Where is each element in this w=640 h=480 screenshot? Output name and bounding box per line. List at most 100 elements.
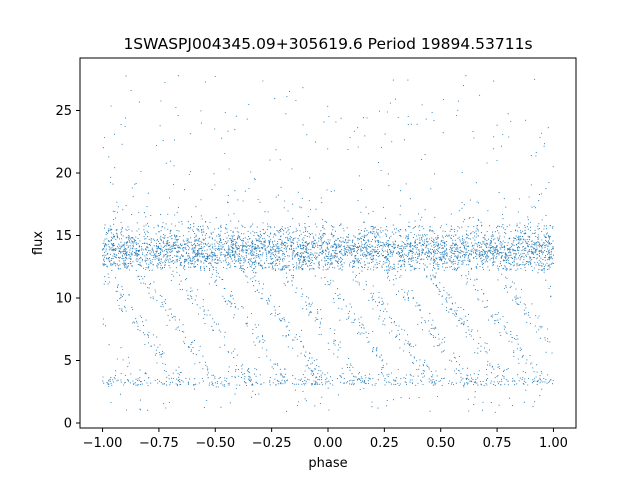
data-point [281,246,283,248]
data-point [268,240,270,242]
data-point [361,380,363,382]
data-point [270,232,272,234]
data-point [256,247,258,249]
data-point [137,384,139,386]
data-point [262,341,264,344]
data-point [258,236,260,238]
data-point [535,331,538,333]
data-point [253,261,256,263]
data-point [203,266,205,268]
data-point [391,268,393,271]
data-point [384,318,386,320]
data-point [504,326,506,328]
data-point [407,334,409,336]
data-point [349,246,351,249]
data-point [533,267,535,269]
data-point [322,266,324,268]
data-point [398,248,400,250]
data-point [136,254,138,256]
data-point [363,246,365,249]
data-point [360,229,362,231]
data-point [538,269,540,271]
data-point [331,232,333,234]
data-point [333,339,335,341]
data-point [406,256,408,258]
data-point [329,383,331,385]
data-point [191,297,193,300]
data-point [531,258,533,261]
data-point [194,251,196,253]
data-point [485,255,488,257]
data-point [374,251,376,253]
data-point [121,308,123,310]
data-point [113,237,115,239]
data-point [517,303,519,305]
data-point [401,328,403,330]
data-point [172,372,174,374]
data-point [304,384,306,386]
data-point [457,250,459,253]
data-point [546,233,548,235]
data-point [510,333,512,336]
data-point [243,240,245,242]
data-point [444,230,446,233]
data-point [371,239,374,241]
data-point [340,250,342,252]
data-point [437,249,439,251]
data-point [377,228,379,231]
data-point [390,372,393,374]
data-point [250,245,252,247]
data-point [456,247,458,249]
data-point [274,378,276,380]
data-point [476,246,479,248]
data-point [320,236,322,238]
data-point [431,249,433,251]
data-point [330,253,332,255]
data-point [501,255,503,257]
data-point [161,267,164,269]
data-point [502,375,504,377]
data-point [309,268,311,270]
data-point [228,382,230,384]
data-point [283,265,285,267]
data-point [153,256,155,258]
data-point [412,237,415,239]
data-point [487,243,489,245]
data-point [184,258,186,260]
data-point [449,266,451,268]
data-point [185,246,187,248]
data-point [522,246,524,248]
data-point [235,245,237,247]
data-point [248,368,250,370]
data-point [443,242,445,244]
data-point [365,250,367,252]
data-point [176,271,178,273]
data-point [152,250,154,252]
data-point [167,255,169,257]
data-point [223,248,225,250]
data-point [489,259,491,261]
data-point [210,232,212,234]
data-point [315,382,317,384]
data-point [164,363,166,365]
data-point [353,260,356,262]
data-point [194,363,196,365]
data-point [317,383,319,385]
data-point [502,268,504,270]
data-point [179,289,181,291]
data-point [359,388,361,391]
data-point [289,269,291,272]
data-point [142,249,144,251]
data-point [507,248,509,250]
data-point [256,256,258,258]
data-point [306,247,308,249]
data-point [244,376,246,378]
data-point [493,368,495,370]
data-point [245,249,248,252]
data-point [298,235,301,237]
data-point [103,382,105,384]
data-point [240,233,242,235]
data-point [548,243,550,245]
data-point [279,249,281,251]
data-point [437,248,439,250]
